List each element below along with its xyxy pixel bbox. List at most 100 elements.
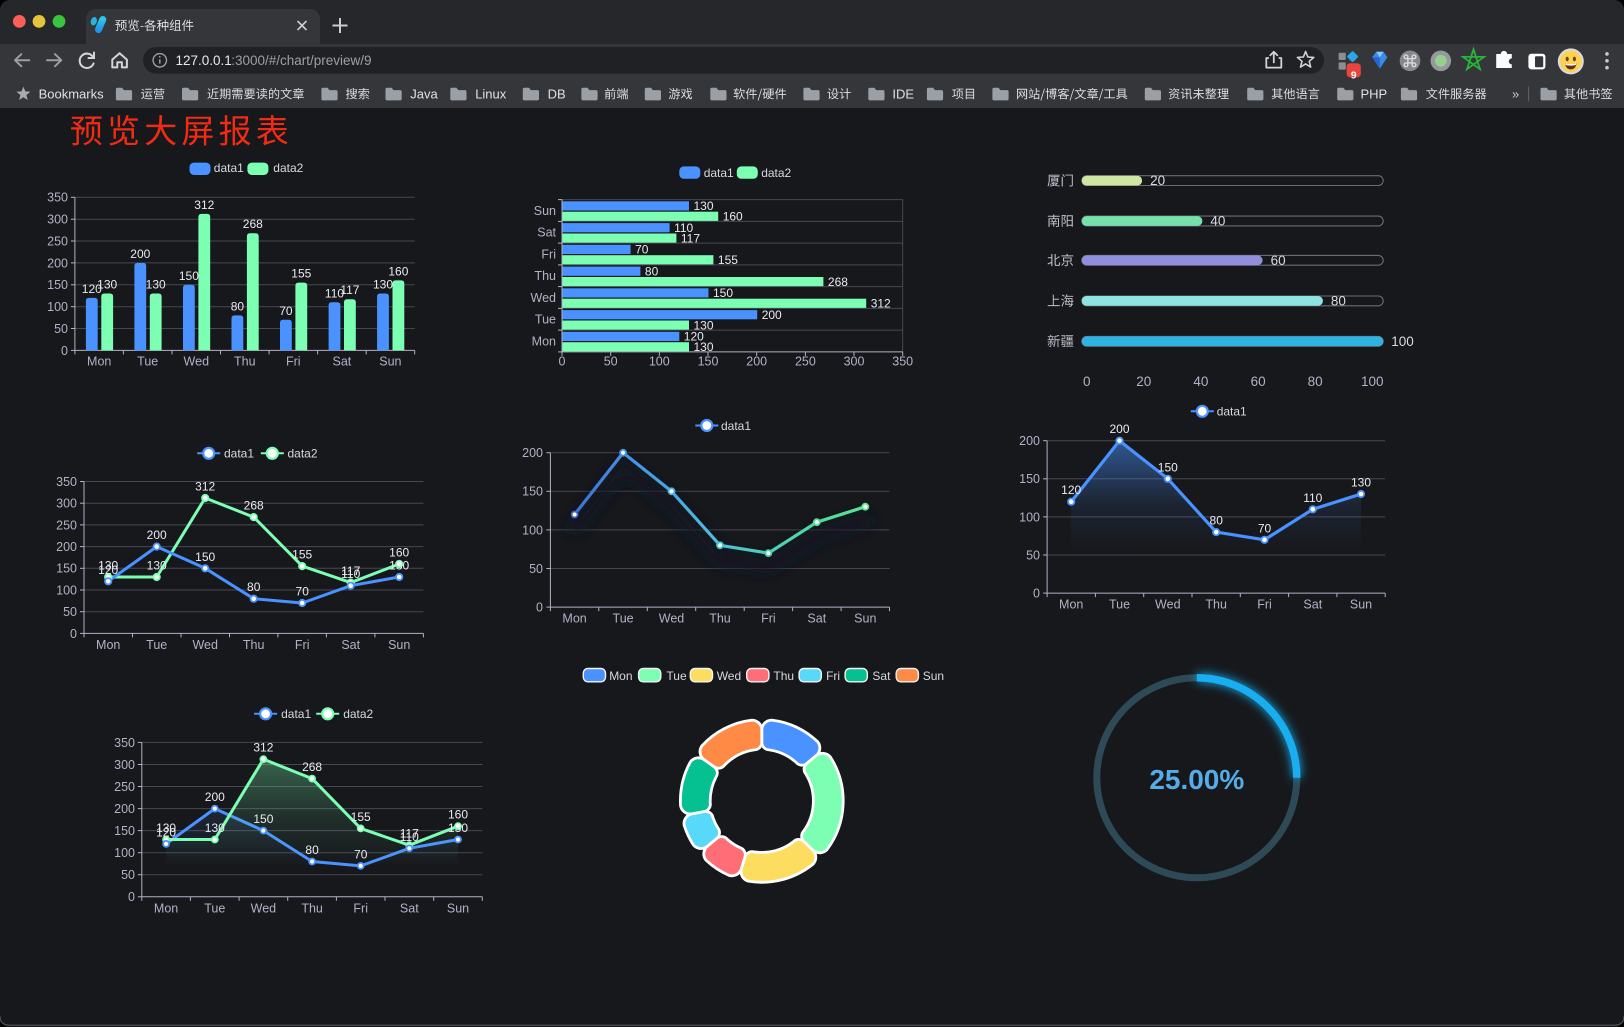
svg-text:80: 80 [247, 580, 261, 594]
svg-text:250: 250 [47, 234, 68, 248]
svg-text:0: 0 [128, 890, 135, 904]
svg-text:120: 120 [98, 563, 118, 577]
svg-text:117: 117 [341, 564, 360, 578]
svg-text:Thu: Thu [234, 355, 256, 369]
svg-text:150: 150 [47, 278, 68, 292]
svg-text:Tue: Tue [666, 669, 687, 683]
svg-text:312: 312 [194, 198, 214, 212]
svg-text:70: 70 [635, 243, 649, 257]
svg-text:350: 350 [114, 736, 135, 750]
svg-text:80: 80 [231, 299, 245, 313]
svg-text:40: 40 [1210, 214, 1225, 229]
svg-text:155: 155 [718, 253, 738, 267]
svg-text:50: 50 [63, 605, 77, 619]
svg-text:Mon: Mon [1059, 598, 1083, 612]
svg-text:130: 130 [1351, 476, 1371, 490]
svg-text:155: 155 [292, 548, 312, 562]
svg-text:130: 130 [97, 278, 117, 292]
svg-text:150: 150 [1158, 460, 1178, 474]
svg-text:Fri: Fri [826, 669, 840, 683]
svg-text:130: 130 [146, 278, 166, 292]
svg-text:100: 100 [649, 355, 670, 369]
svg-text:200: 200 [114, 802, 135, 816]
svg-text:Fri: Fri [1257, 598, 1272, 612]
svg-text:Fri: Fri [541, 247, 556, 261]
svg-text:120: 120 [684, 330, 704, 344]
svg-text:155: 155 [291, 267, 311, 281]
svg-text:0: 0 [1033, 587, 1040, 601]
svg-text:20: 20 [1136, 374, 1151, 389]
svg-text:20: 20 [1150, 173, 1165, 188]
svg-text:155: 155 [351, 810, 371, 824]
svg-text:130: 130 [156, 821, 176, 835]
svg-text:100: 100 [47, 300, 68, 314]
svg-text:data2: data2 [761, 166, 791, 180]
svg-text:data1: data1 [214, 161, 244, 175]
svg-text:Sat: Sat [400, 902, 419, 916]
svg-text:Fri: Fri [353, 902, 368, 916]
svg-text:data2: data2 [343, 707, 373, 721]
svg-text:60: 60 [1251, 374, 1266, 389]
svg-text:312: 312 [871, 297, 891, 311]
svg-text:100: 100 [522, 523, 543, 537]
svg-text:Fri: Fri [761, 612, 776, 626]
svg-text:70: 70 [296, 585, 310, 599]
svg-text:80: 80 [645, 264, 659, 278]
svg-text:data1: data1 [721, 419, 751, 433]
svg-text:data1: data1 [224, 447, 254, 461]
svg-text:Thu: Thu [773, 669, 794, 683]
svg-text:160: 160 [388, 264, 408, 278]
svg-text:268: 268 [243, 217, 263, 231]
svg-text:80: 80 [1331, 294, 1346, 309]
svg-text:0: 0 [61, 344, 68, 358]
svg-text:120: 120 [82, 282, 102, 296]
svg-text:200: 200 [205, 790, 225, 804]
svg-text:50: 50 [529, 562, 543, 576]
svg-text:100: 100 [1019, 510, 1040, 524]
svg-text:Mon: Mon [96, 638, 120, 652]
svg-text:Sun: Sun [923, 669, 944, 683]
svg-text:Sat: Sat [333, 355, 352, 369]
svg-text:350: 350 [892, 355, 913, 369]
svg-text:130: 130 [147, 559, 167, 573]
svg-text:Wed: Wed [192, 638, 218, 652]
svg-text:120: 120 [156, 825, 176, 839]
svg-text:300: 300 [844, 355, 865, 369]
svg-text:200: 200 [1109, 422, 1129, 436]
svg-text:Thu: Thu [243, 638, 265, 652]
svg-text:Sat: Sat [1303, 598, 1322, 612]
svg-text:160: 160 [389, 546, 409, 560]
svg-text:200: 200 [746, 355, 767, 369]
svg-text:350: 350 [56, 475, 77, 489]
svg-text:Sun: Sun [534, 204, 556, 218]
svg-text:130: 130 [694, 318, 714, 332]
svg-text::3000/#/chart/preview/9: :3000/#/chart/preview/9 [231, 53, 371, 68]
svg-text:Wed: Wed [659, 612, 685, 626]
svg-text:0: 0 [536, 601, 543, 615]
svg-text:110: 110 [325, 286, 344, 300]
svg-text:60: 60 [1271, 253, 1286, 268]
svg-text:200: 200 [762, 308, 782, 322]
svg-text:Sat: Sat [807, 612, 826, 626]
svg-text:Mon: Mon [87, 355, 111, 369]
svg-text:Sun: Sun [379, 355, 401, 369]
svg-text:150: 150 [522, 485, 543, 499]
svg-text:Wed: Wed [184, 355, 210, 369]
svg-text:250: 250 [56, 518, 77, 532]
svg-text:Fri: Fri [286, 355, 301, 369]
svg-text:data1: data1 [281, 707, 311, 721]
svg-text:127.0.0.1: 127.0.0.1 [176, 53, 232, 68]
svg-text:data1: data1 [1217, 405, 1247, 419]
svg-text:350: 350 [47, 191, 68, 205]
svg-text:80: 80 [305, 843, 319, 857]
svg-text:117: 117 [400, 827, 419, 841]
svg-text:200: 200 [1019, 434, 1040, 448]
svg-text:»: » [1512, 87, 1519, 102]
svg-text:150: 150 [195, 550, 215, 564]
svg-text:Tue: Tue [535, 313, 556, 327]
svg-text:Wed: Wed [251, 902, 277, 916]
svg-text:Tue: Tue [146, 638, 167, 652]
svg-text:130: 130 [98, 559, 118, 573]
svg-text:25.00%: 25.00% [1149, 764, 1244, 795]
svg-text:Tue: Tue [137, 355, 158, 369]
